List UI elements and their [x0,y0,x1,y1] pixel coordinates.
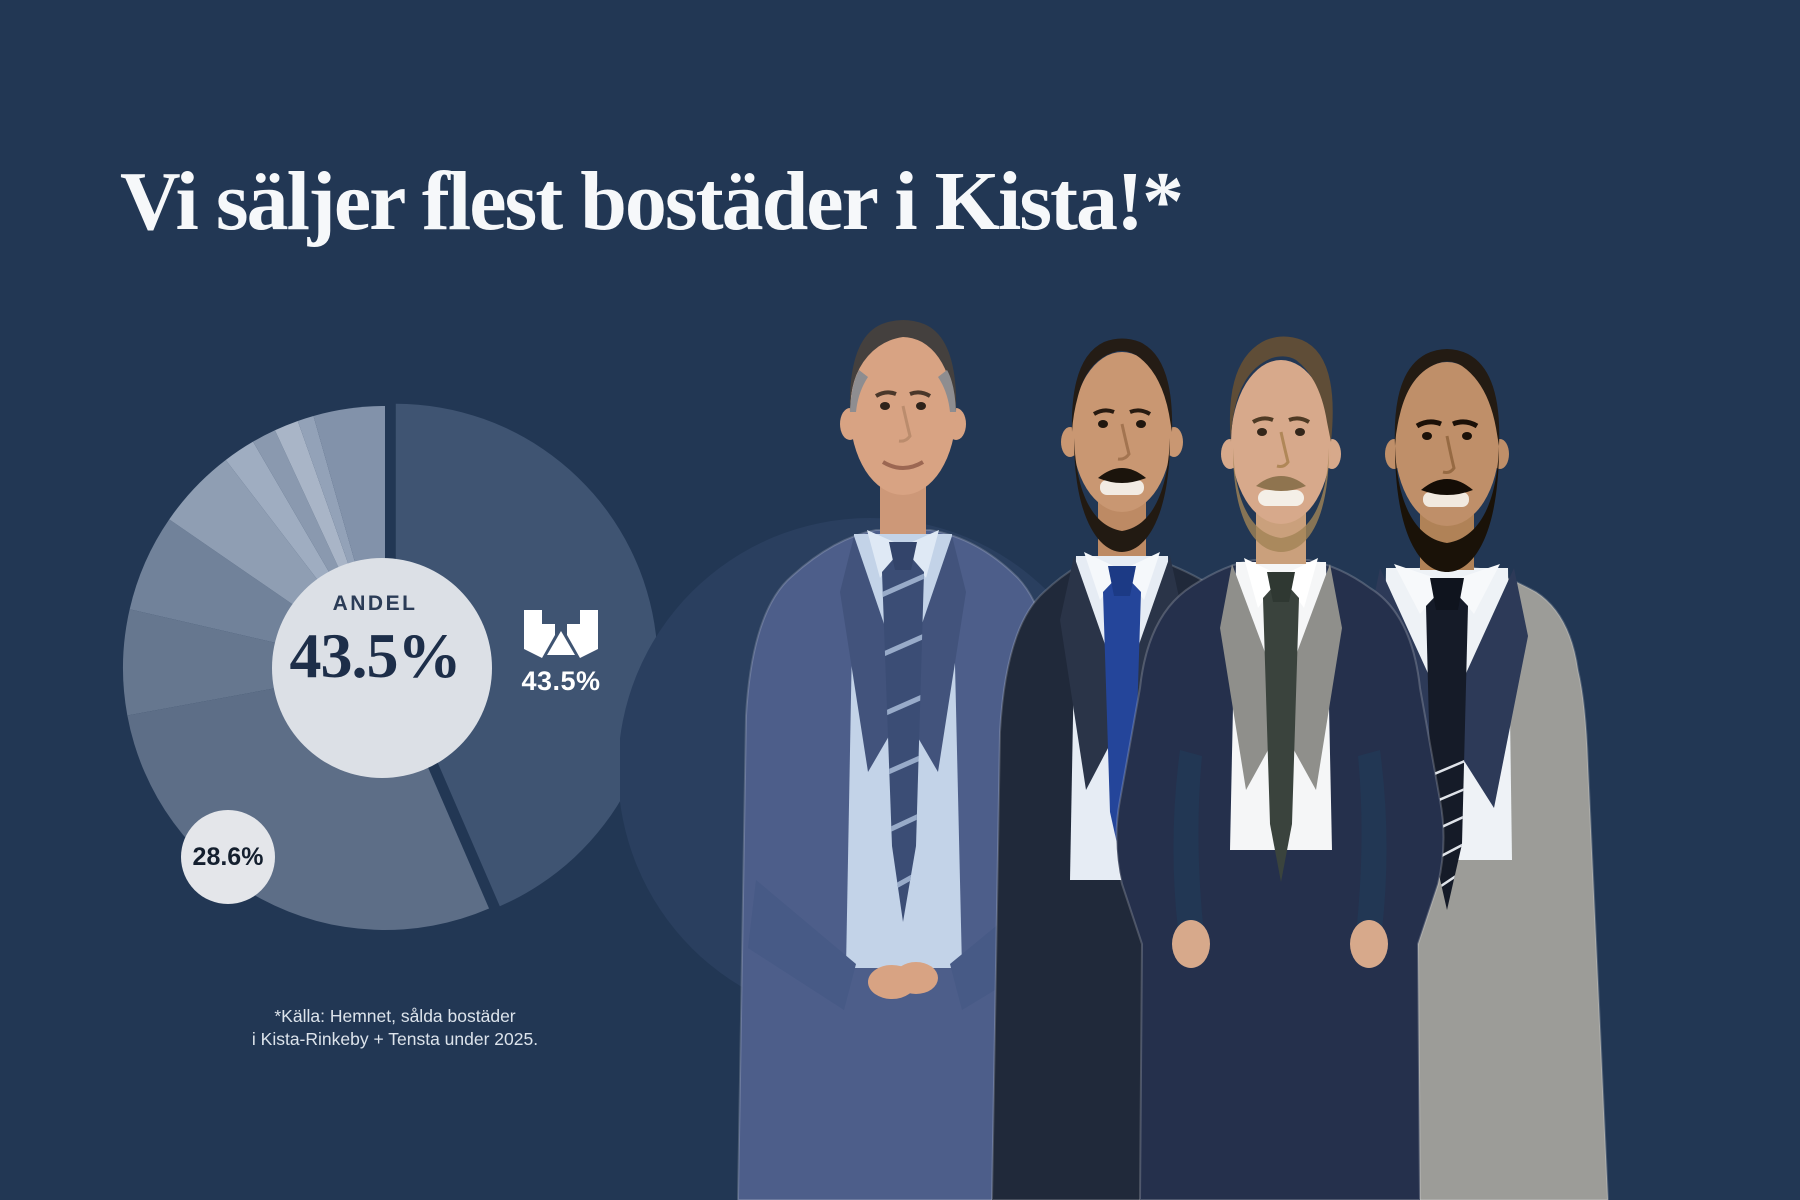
pie-slice-0 [395,403,658,907]
agent-photo-3 [1115,336,1445,1200]
center-label-title: ANDEL [332,592,418,615]
team-photo-illustration [620,280,1800,1200]
footnote-line-2: i Kista-Rinkeby + Tensta under 2025. [251,1029,539,1049]
face [1395,362,1499,526]
hand [1350,920,1388,968]
hair [849,320,957,412]
hair [1229,336,1333,442]
pie-slice-2 [122,609,385,716]
face [1231,360,1331,524]
page-title: Vi säljer flest bostäder i Kista!* [120,155,1184,248]
main-slice-value: 43.5% [521,666,601,696]
center-label-value: 43.5% [289,620,462,691]
pie-center-label: ANDEL 43.5% [235,592,515,688]
source-footnote: *Källa: Hemnet, sålda bostäder i Kista-R… [145,1005,645,1051]
agent-photo-1 [736,320,1074,1200]
hair [1071,338,1173,432]
footnote-line-1: *Källa: Hemnet, sålda bostäder [274,1006,516,1026]
hand [1172,920,1210,968]
pie-chart [85,368,705,988]
main-slice-callout: 43.5% [497,610,625,697]
beard [1074,438,1170,552]
pie-chart-svg [122,403,658,930]
pie-inner-circle [272,558,492,778]
face [1072,352,1172,512]
hair [1394,349,1500,446]
tie [1263,578,1299,882]
castle-icon [524,610,598,658]
beard [1395,446,1499,572]
secondary-slice-badge: 28.6% [181,810,275,904]
